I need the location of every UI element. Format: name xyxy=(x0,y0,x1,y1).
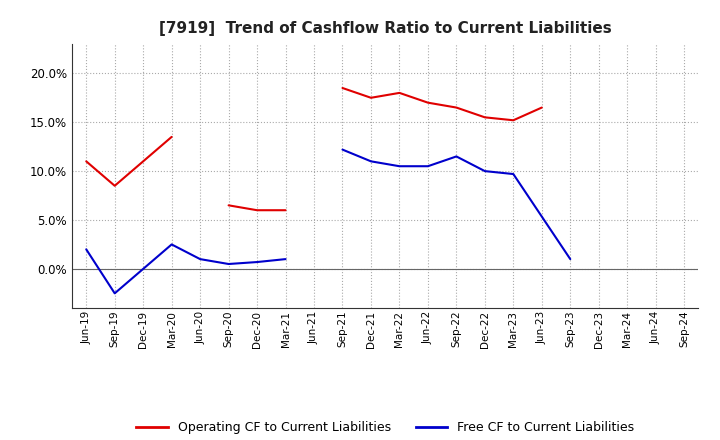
Title: [7919]  Trend of Cashflow Ratio to Current Liabilities: [7919] Trend of Cashflow Ratio to Curren… xyxy=(159,21,611,36)
Legend: Operating CF to Current Liabilities, Free CF to Current Liabilities: Operating CF to Current Liabilities, Fre… xyxy=(131,416,639,439)
